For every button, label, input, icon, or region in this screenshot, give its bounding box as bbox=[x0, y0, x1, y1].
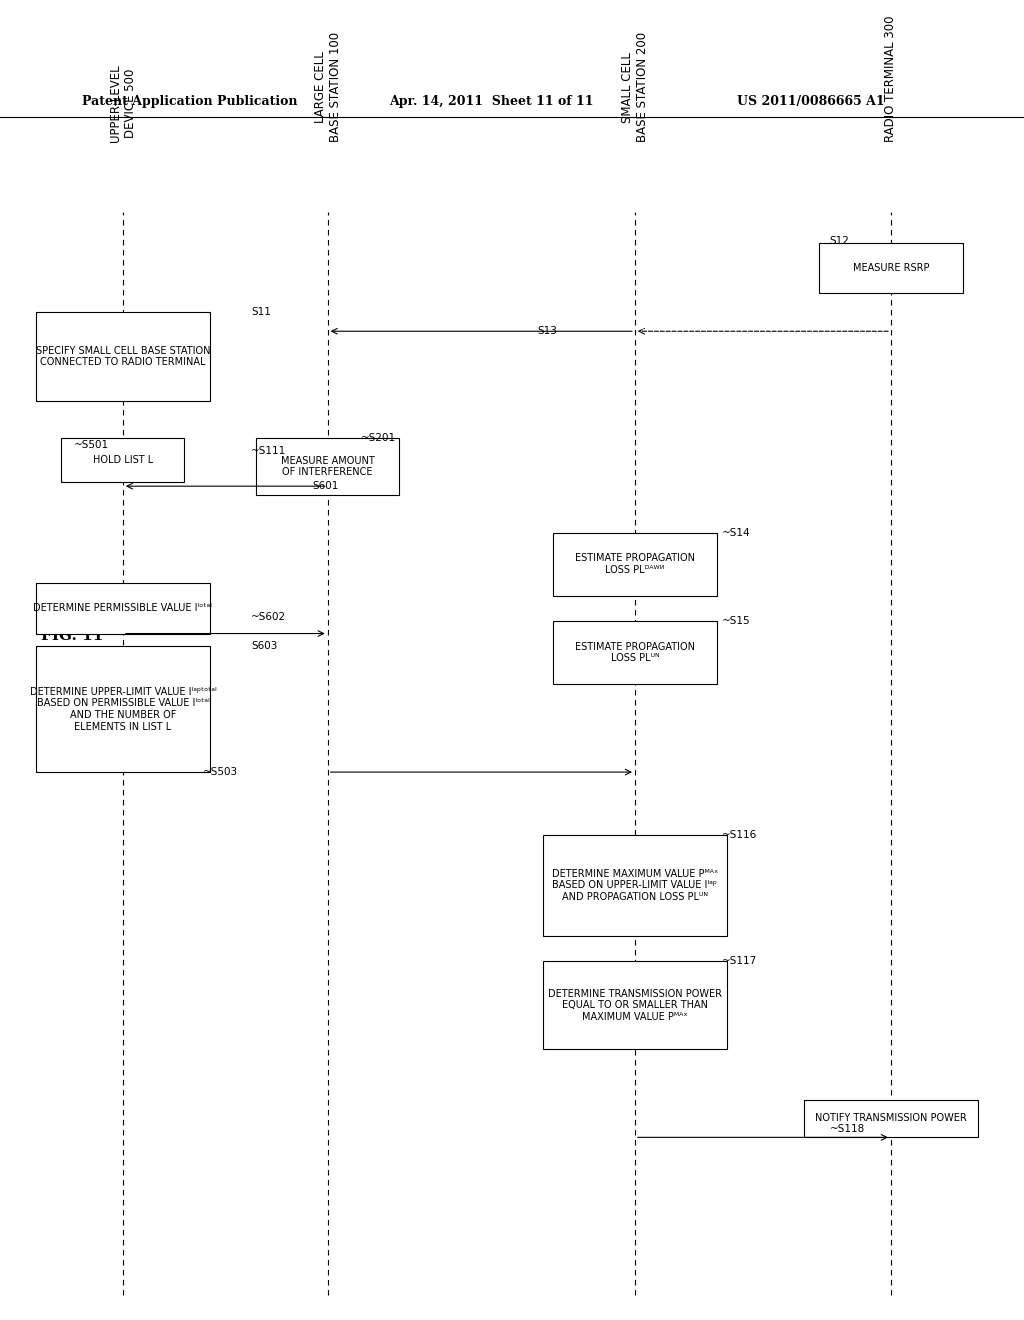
Text: S11: S11 bbox=[251, 308, 270, 317]
FancyBboxPatch shape bbox=[36, 583, 210, 634]
Text: ~S118: ~S118 bbox=[829, 1123, 864, 1134]
Text: S603: S603 bbox=[251, 642, 278, 651]
Text: NOTIFY TRANSMISSION POWER: NOTIFY TRANSMISSION POWER bbox=[815, 1114, 967, 1123]
Text: US 2011/0086665 A1: US 2011/0086665 A1 bbox=[737, 95, 885, 107]
Text: S12: S12 bbox=[829, 235, 849, 246]
Text: DETERMINE MAXIMUM VALUE Pᴹᴬˣ
BASED ON UPPER-LIMIT VALUE Iᴵᵃᵖ
AND PROPAGATION LOS: DETERMINE MAXIMUM VALUE Pᴹᴬˣ BASED ON UP… bbox=[552, 869, 718, 902]
FancyBboxPatch shape bbox=[543, 836, 727, 936]
Text: DETERMINE UPPER-LIMIT VALUE Iᴵᵃᵖᵗᵒᵗᵃˡ
BASED ON PERMISSIBLE VALUE Iᴵᵒᵗᵃˡ
AND THE : DETERMINE UPPER-LIMIT VALUE Iᴵᵃᵖᵗᵒᵗᵃˡ BA… bbox=[30, 686, 216, 731]
Text: ESTIMATE PROPAGATION
LOSS PLᴰᴬᵂᴻ: ESTIMATE PROPAGATION LOSS PLᴰᴬᵂᴻ bbox=[574, 553, 695, 576]
Text: ~S117: ~S117 bbox=[722, 956, 757, 966]
Text: ~S14: ~S14 bbox=[722, 528, 751, 537]
FancyBboxPatch shape bbox=[61, 438, 184, 482]
Text: SMALL CELL
BASE STATION 200: SMALL CELL BASE STATION 200 bbox=[621, 32, 649, 143]
Text: ~S201: ~S201 bbox=[360, 433, 395, 444]
FancyBboxPatch shape bbox=[256, 438, 399, 495]
Text: DETERMINE PERMISSIBLE VALUE Iᴵᵒᵗᵃˡ: DETERMINE PERMISSIBLE VALUE Iᴵᵒᵗᵃˡ bbox=[34, 603, 212, 614]
FancyBboxPatch shape bbox=[819, 243, 963, 293]
Text: LARGE CELL
BASE STATION 100: LARGE CELL BASE STATION 100 bbox=[313, 32, 342, 143]
FancyBboxPatch shape bbox=[543, 961, 727, 1049]
Text: DETERMINE TRANSMISSION POWER
EQUAL TO OR SMALLER THAN
MAXIMUM VALUE Pᴹᴬˣ: DETERMINE TRANSMISSION POWER EQUAL TO OR… bbox=[548, 989, 722, 1022]
FancyBboxPatch shape bbox=[553, 620, 717, 684]
Text: Apr. 14, 2011  Sheet 11 of 11: Apr. 14, 2011 Sheet 11 of 11 bbox=[389, 95, 594, 107]
Text: MEASURE AMOUNT
OF INTERFERENCE: MEASURE AMOUNT OF INTERFERENCE bbox=[281, 455, 375, 478]
Text: RADIO TERMINAL 300: RADIO TERMINAL 300 bbox=[885, 16, 897, 143]
Text: ~S501: ~S501 bbox=[74, 440, 109, 450]
FancyBboxPatch shape bbox=[36, 645, 210, 772]
Text: ~S15: ~S15 bbox=[722, 616, 751, 626]
FancyBboxPatch shape bbox=[553, 533, 717, 595]
Text: FIG. 11: FIG. 11 bbox=[41, 628, 103, 643]
Text: S601: S601 bbox=[312, 482, 339, 491]
Text: ~S116: ~S116 bbox=[722, 830, 757, 840]
Text: ESTIMATE PROPAGATION
LOSS PLᵁᴺ: ESTIMATE PROPAGATION LOSS PLᵁᴺ bbox=[574, 642, 695, 663]
FancyBboxPatch shape bbox=[36, 313, 210, 400]
Text: ~S602: ~S602 bbox=[251, 612, 286, 622]
Text: SPECIFY SMALL CELL BASE STATION
CONNECTED TO RADIO TERMINAL: SPECIFY SMALL CELL BASE STATION CONNECTE… bbox=[36, 346, 210, 367]
Text: ~S503: ~S503 bbox=[203, 767, 238, 777]
Text: MEASURE RSRP: MEASURE RSRP bbox=[853, 263, 929, 273]
FancyBboxPatch shape bbox=[804, 1100, 978, 1138]
Text: HOLD LIST L: HOLD LIST L bbox=[93, 455, 153, 466]
Text: UPPER-LEVEL
DEVICE 500: UPPER-LEVEL DEVICE 500 bbox=[109, 65, 137, 143]
Text: S13: S13 bbox=[538, 326, 557, 337]
Text: Patent Application Publication: Patent Application Publication bbox=[82, 95, 297, 107]
Text: ~S111: ~S111 bbox=[251, 446, 286, 455]
